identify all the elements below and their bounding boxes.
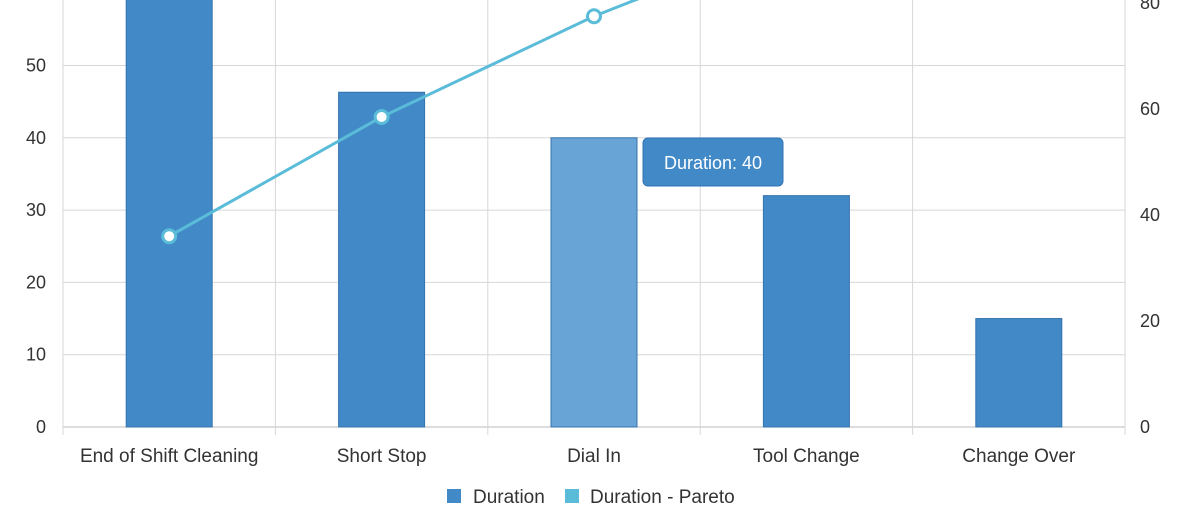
y-left-tick-label: 50 xyxy=(26,56,46,76)
bar-duration[interactable] xyxy=(550,137,638,428)
y-left-tick-label: 40 xyxy=(26,128,46,148)
tooltip-box xyxy=(642,137,784,187)
x-category-label: Change Over xyxy=(962,446,1076,467)
bar-duration[interactable] xyxy=(125,0,213,428)
legend-label-duration[interactable]: Duration xyxy=(473,487,545,508)
y-right-tick-label: 20 xyxy=(1140,311,1160,331)
y-left-tick-label: 20 xyxy=(26,272,46,292)
tooltip-text: Duration: 40 xyxy=(664,153,762,173)
x-category-label: End of Shift Cleaning xyxy=(80,446,259,467)
tooltip: Duration: 40 xyxy=(642,137,784,187)
pareto-point[interactable] xyxy=(373,108,390,125)
y-left-tick-label: 0 xyxy=(36,417,46,437)
bar-layer xyxy=(125,0,1063,428)
legend: Duration Duration - Pareto xyxy=(447,487,735,508)
bar-duration[interactable] xyxy=(762,195,850,428)
x-category-label: Tool Change xyxy=(753,446,860,467)
y-right-tick-label: 80 xyxy=(1140,0,1160,13)
pareto-line-layer xyxy=(161,0,640,245)
y-right-tick-label: 40 xyxy=(1140,205,1160,225)
pareto-point[interactable] xyxy=(161,228,178,245)
y-left-tick-label: 30 xyxy=(26,200,46,220)
pareto-point[interactable] xyxy=(586,8,602,25)
axis-layer: 0 10 20 30 40 50 0 20 40 60 80 End of Shift Cleanin… xyxy=(26,0,1160,467)
bar-duration[interactable] xyxy=(338,91,426,428)
legend-swatch-duration xyxy=(447,489,461,503)
legend-label-pareto[interactable]: Duration - Pareto xyxy=(590,487,735,508)
y-right-tick-label: 0 xyxy=(1140,417,1150,437)
x-category-label: Short Stop xyxy=(337,446,427,467)
x-category-label: Dial In xyxy=(567,446,621,467)
bar-duration[interactable] xyxy=(975,318,1063,428)
y-right-tick-label: 60 xyxy=(1140,99,1160,119)
y-left-tick-label: 10 xyxy=(26,345,46,365)
legend-swatch-pareto xyxy=(565,489,579,503)
